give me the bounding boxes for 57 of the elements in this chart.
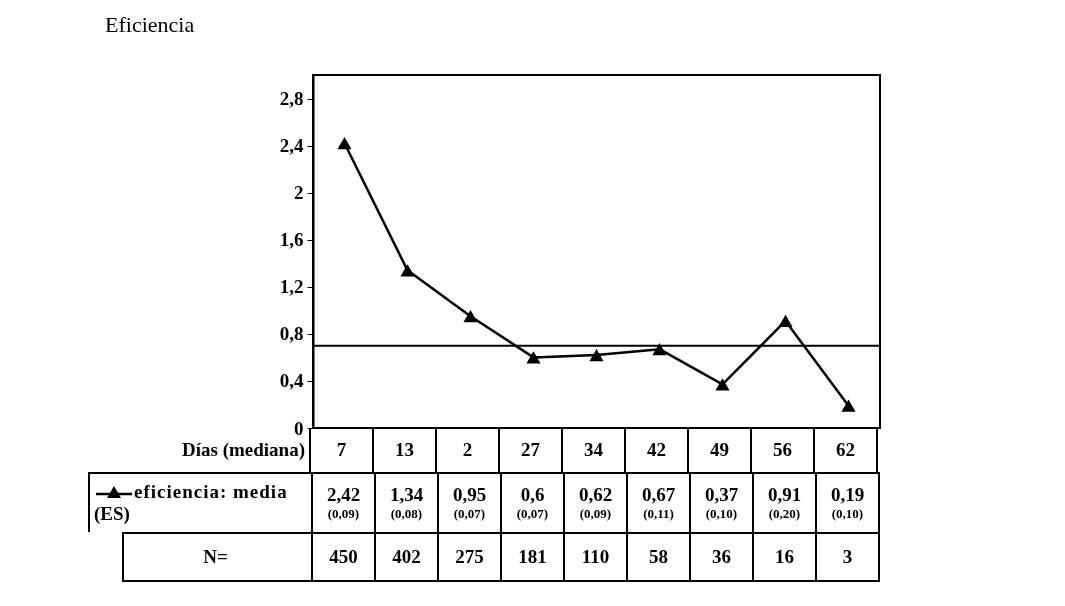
text: (0,10) xyxy=(705,506,738,522)
y-tick-label: 2,8 xyxy=(279,88,304,110)
text: 16 xyxy=(775,546,794,568)
text: 275 xyxy=(455,546,484,568)
point xyxy=(337,137,352,150)
x-tick-label: 7 xyxy=(336,439,347,461)
y-tick-label: 0,8 xyxy=(279,323,304,345)
chart-title: Eficiencia xyxy=(105,12,195,38)
x-tick-label: 42 xyxy=(647,439,666,461)
text: 0,67 xyxy=(641,484,676,505)
point xyxy=(715,378,730,391)
point xyxy=(400,264,415,277)
text: 58 xyxy=(649,546,668,568)
text: 110 xyxy=(581,546,610,568)
text: (0,11) xyxy=(643,506,674,522)
text: 0,91 xyxy=(767,484,802,505)
legend-label: eficiencia: media xyxy=(134,481,288,503)
x-tick-label: 27 xyxy=(521,439,540,461)
text: 181 xyxy=(518,546,547,568)
x-tick-label: 34 xyxy=(584,439,603,461)
text: (0,20) xyxy=(768,506,801,522)
text: (0,07) xyxy=(453,506,486,522)
y-tick-label: 0 xyxy=(294,417,304,439)
x-tick-label: 62 xyxy=(836,439,855,461)
text: (0,09) xyxy=(579,506,612,522)
text: 0,6 xyxy=(520,484,545,505)
x-tick-label: 2 xyxy=(462,439,473,461)
point xyxy=(589,348,604,362)
text: (0,08) xyxy=(390,506,423,522)
text: 36 xyxy=(712,546,731,568)
point xyxy=(526,351,541,364)
text: 402 xyxy=(392,546,421,568)
text: 0,37 xyxy=(704,484,739,505)
x-axis-title: Días (mediana) xyxy=(182,439,305,461)
y-tick-label: 2,4 xyxy=(279,135,304,157)
point xyxy=(778,314,793,328)
y-tick-label: 1,6 xyxy=(279,229,304,251)
text: 0,62 xyxy=(578,484,613,505)
text: N= xyxy=(203,546,228,568)
x-tick-label: 49 xyxy=(710,439,729,461)
point xyxy=(463,310,478,323)
text: (0,09) xyxy=(327,506,360,522)
x-tick-label: 56 xyxy=(773,439,792,461)
text: (0,07) xyxy=(516,506,549,522)
y-tick-label: 0,4 xyxy=(279,370,304,392)
text: 1,34 xyxy=(389,484,424,505)
text: 450 xyxy=(329,546,358,568)
text: 2,42 xyxy=(326,484,361,505)
text: 0,95 xyxy=(452,484,487,505)
x-tick-label: 13 xyxy=(395,439,414,461)
text: 3 xyxy=(842,546,853,568)
y-tick-label: 2 xyxy=(294,182,304,204)
text: 0,19 xyxy=(830,484,865,505)
text: (0,10) xyxy=(831,506,864,522)
y-tick-label: 1,2 xyxy=(279,276,304,298)
point xyxy=(841,399,856,412)
text: (ES) xyxy=(94,503,130,525)
